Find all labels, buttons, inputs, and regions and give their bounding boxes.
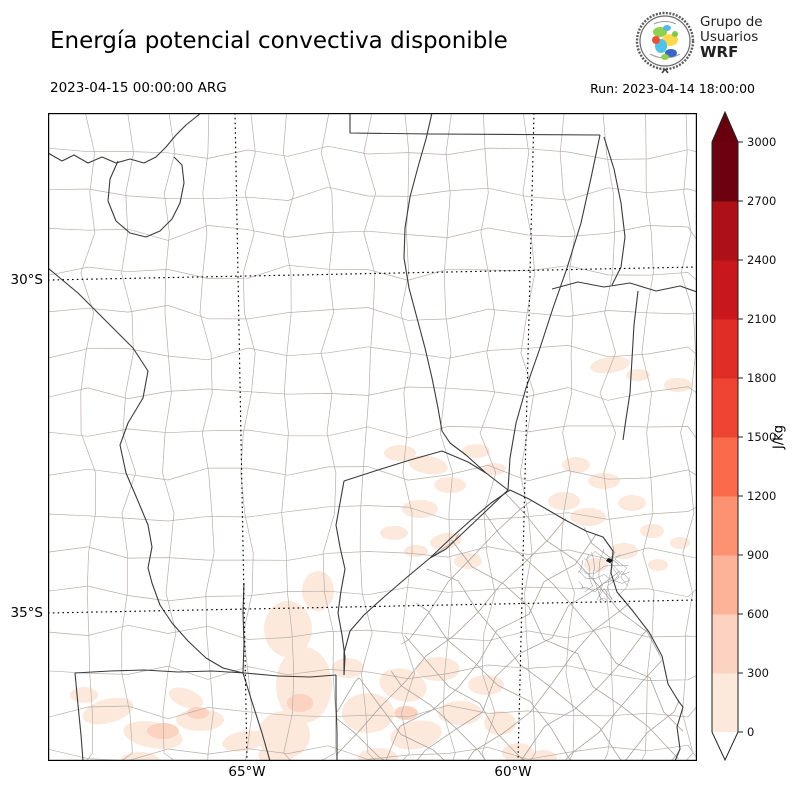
wrf-users-group-logo-icon (635, 11, 695, 74)
map-border (48, 113, 697, 761)
run-time-label: Run: 2023-04-14 18:00:00 (590, 81, 755, 96)
ytick-35s: 35°S (10, 605, 44, 621)
cape-map (48, 113, 697, 761)
colorbar-tick-label: 2700 (747, 194, 776, 208)
logo-text: Grupo de Usuarios WRF (700, 15, 763, 60)
colorbar-tick-label: 300 (747, 666, 769, 680)
logo-line-2: Usuarios (700, 29, 759, 45)
gridline-65w (234, 113, 248, 761)
department-boundaries (48, 113, 697, 761)
gridline-30s (48, 266, 697, 281)
colorbar-tick-label: 2400 (747, 253, 776, 267)
valid-time-label: 2023-04-15 00:00:00 ARG (50, 80, 227, 96)
province-boundaries (48, 113, 697, 761)
colorbar-tick-label: 0 (747, 725, 754, 739)
colorbar: 0 300 600 900 1200 1500 1800 2100 2400 2700 3000 (711, 110, 776, 762)
colorbar-tick-label: 2100 (747, 312, 776, 326)
xtick-65w: 65°W (228, 764, 266, 780)
gridline-35s (48, 599, 697, 614)
colorbar-unit-label: J/kg (771, 425, 787, 449)
city-marker (606, 558, 613, 563)
colorbar-tick-label: 600 (747, 607, 769, 621)
colorbar-tick-label: 900 (747, 548, 769, 562)
colorbar-tick-label: 1500 (747, 430, 776, 444)
ytick-30s: 30°S (10, 272, 44, 288)
colorbar-tick-label: 1200 (747, 489, 776, 503)
graticule-gridlines (48, 113, 697, 761)
xtick-60w: 60°W (494, 764, 532, 780)
colorbar-tick-label: 3000 (747, 135, 776, 149)
colorbar-tick-label: 1800 (747, 371, 776, 385)
page-title: Energía potencial convectiva disponible (50, 28, 508, 54)
logo-line-1: Grupo de (700, 14, 763, 30)
logo-line-wrf: WRF (700, 43, 739, 61)
